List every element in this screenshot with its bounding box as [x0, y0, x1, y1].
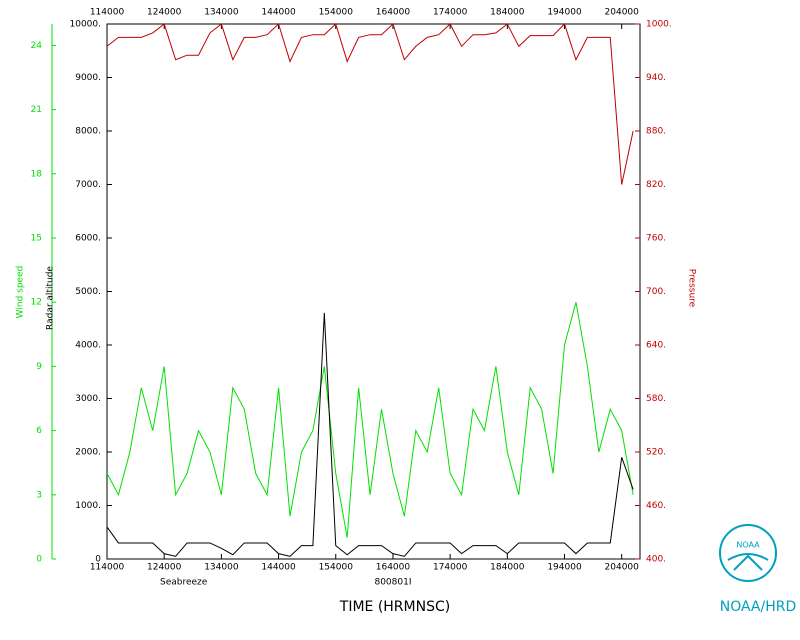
x-tick-label-top: 154000 — [319, 8, 354, 18]
logo-bird — [727, 553, 769, 571]
y-tick-label: 1000. — [75, 501, 101, 511]
logo: NOAA — [719, 524, 777, 582]
y2-tick-label: 580. — [646, 394, 666, 404]
logo-ring — [719, 524, 777, 582]
y3-tick-label: 15 — [31, 234, 42, 244]
y2-tick-label: 880. — [646, 127, 666, 137]
left-note: Seabreeze — [160, 578, 208, 588]
x-tick-label: 114000 — [90, 563, 125, 573]
y-tick-label: 0 — [95, 555, 101, 565]
y-tick-label: 7000. — [75, 180, 101, 190]
y3-tick-label: 9 — [36, 362, 42, 372]
x-tick-label: 194000 — [547, 563, 582, 573]
series-line — [106, 23, 634, 185]
y2-tick-label: 640. — [646, 341, 666, 351]
y-tick-label: 9000. — [75, 73, 101, 83]
altitude-axis-title: Radar altitude — [46, 266, 56, 330]
y3-tick-label: 18 — [31, 169, 43, 179]
y2-tick-label: 820. — [646, 180, 666, 190]
x-tick-label-top: 184000 — [490, 8, 525, 18]
x-tick-label: 144000 — [261, 563, 296, 573]
x-tick-label: 164000 — [376, 563, 411, 573]
y2-tick-label: 700. — [646, 287, 666, 297]
x-tick-label-top: 144000 — [261, 8, 296, 18]
y2-tick-label: 400. — [646, 555, 666, 565]
pressure-axis-title: Pressure — [687, 269, 697, 308]
y2-tick-label: 940. — [646, 73, 666, 83]
x-tick-label: 154000 — [319, 563, 354, 573]
credit: NOAA/HRD — [720, 599, 797, 615]
x-tick-label-top: 134000 — [204, 8, 239, 18]
y3-tick-label: 21 — [31, 105, 42, 115]
y3-tick-label: 6 — [36, 426, 42, 436]
x-tick-label-top: 204000 — [605, 8, 640, 18]
y3-tick-label: 3 — [36, 490, 42, 500]
series-line — [106, 302, 634, 538]
y2-tick-label: 760. — [646, 234, 666, 244]
wind-axis-title: Wind speed — [16, 266, 26, 319]
y2-tick-label: 1000. — [646, 20, 672, 30]
y-tick-label: 3000. — [75, 394, 101, 404]
x-tick-label-top: 164000 — [376, 8, 411, 18]
x-tick-label: 184000 — [490, 563, 525, 573]
y-tick-label: 5000. — [75, 287, 101, 297]
x-tick-label-top: 194000 — [547, 8, 582, 18]
y-tick-label: 10000. — [70, 20, 102, 30]
logo-text: NOAA — [736, 541, 760, 550]
y-tick-label: 2000. — [75, 448, 101, 458]
y2-tick-label: 460. — [646, 501, 666, 511]
y-tick-label: 8000. — [75, 127, 101, 137]
y-tick-label: 6000. — [75, 234, 101, 244]
y2-tick-label: 520. — [646, 448, 666, 458]
x-tick-label: 134000 — [204, 563, 239, 573]
series-line — [106, 312, 634, 557]
x-tick-label: 124000 — [147, 563, 182, 573]
center-note: 800801I — [374, 578, 411, 588]
y3-tick-label: 24 — [31, 41, 43, 51]
x-tick-label-top: 124000 — [147, 8, 182, 18]
x-tick-label: 204000 — [605, 563, 640, 573]
plot-frame — [106, 23, 641, 560]
y-tick-label: 4000. — [75, 341, 101, 351]
x-tick-label-top: 114000 — [90, 8, 125, 18]
x-tick-label: 174000 — [433, 563, 468, 573]
x-axis-title: TIME (HRMNSC) — [339, 599, 450, 615]
y3-tick-label: 12 — [31, 298, 42, 308]
x-tick-label-top: 174000 — [433, 8, 468, 18]
y3-tick-label: 0 — [36, 555, 42, 565]
